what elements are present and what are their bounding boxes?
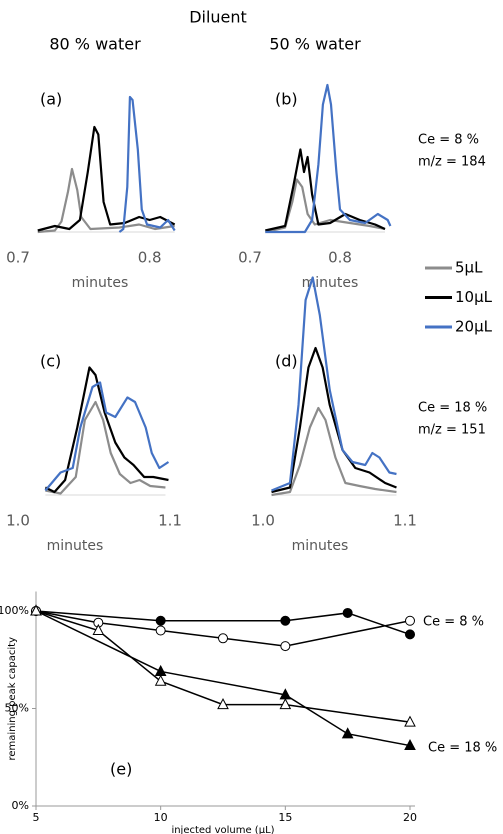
x-axis-label: minutes <box>302 275 359 291</box>
marker <box>154 674 167 686</box>
x-tick-label: 10 <box>154 811 168 824</box>
marker <box>405 629 415 640</box>
x-tick-label: 5 <box>33 811 40 824</box>
annotation: Ce = 18 % <box>428 741 497 756</box>
y-tick-label: 50% <box>5 702 29 715</box>
series-line <box>35 610 411 636</box>
panel-label: (d) <box>275 352 298 371</box>
annotation: Ce = 8 % <box>423 615 484 630</box>
marker <box>280 641 291 652</box>
series-line <box>35 610 411 647</box>
marker <box>30 604 42 616</box>
y-tick-label: 0% <box>12 799 29 812</box>
x-tick-label: 0.7 <box>238 249 262 267</box>
marker <box>217 698 229 710</box>
marker <box>155 625 166 636</box>
panel-label: (a) <box>40 90 62 109</box>
x-tick-label: 1.0 <box>6 512 30 530</box>
row-note: m/z = 184 <box>418 155 486 170</box>
x-axis-label: minutes <box>292 538 349 554</box>
legend-label: 10µL <box>455 288 493 306</box>
x-axis-label: minutes <box>72 275 129 291</box>
x-tick-label: 15 <box>278 811 292 824</box>
figure-title: Diluent <box>189 8 247 27</box>
panel-label: (c) <box>40 352 61 371</box>
x-tick-label: 1.1 <box>158 512 182 530</box>
chromatogram-line <box>37 167 175 234</box>
row-note: m/z = 151 <box>418 423 486 438</box>
x-tick-label: 0.8 <box>138 249 162 267</box>
marker <box>155 615 166 626</box>
series-line <box>35 610 411 747</box>
marker <box>279 698 292 710</box>
column-header: 50 % water <box>269 35 361 54</box>
x-axis-label: injected volume (µL) <box>171 825 274 834</box>
column-header: 80 % water <box>49 35 141 54</box>
chromatogram-line <box>265 178 386 234</box>
x-tick-label: 1.1 <box>393 512 417 530</box>
marker <box>92 623 105 635</box>
panel-label: (b) <box>275 90 298 109</box>
chromatogram-line <box>265 83 392 234</box>
x-tick-label: 0.8 <box>328 249 352 267</box>
row-note: Ce = 18 % <box>418 401 487 416</box>
marker <box>405 615 415 626</box>
marker <box>404 738 416 751</box>
legend-label: 20µL <box>455 318 493 336</box>
marker <box>218 633 228 644</box>
marker <box>342 607 353 618</box>
x-tick-label: 0.7 <box>6 249 30 267</box>
chromatogram-line <box>265 148 386 232</box>
panel-label: (e) <box>110 760 132 779</box>
chromatogram-line <box>271 276 397 492</box>
chromatogram-line <box>271 406 397 497</box>
chromatogram-line <box>271 346 397 494</box>
row-note: Ce = 8 % <box>418 133 479 148</box>
series-line <box>35 610 411 723</box>
marker <box>154 664 167 676</box>
marker <box>280 615 291 626</box>
marker <box>341 727 354 739</box>
y-tick-label: 100% <box>0 604 29 617</box>
marker <box>404 715 416 727</box>
x-axis-label: minutes <box>47 538 104 554</box>
chromatogram-line <box>37 125 176 232</box>
chromatogram-line <box>44 381 170 492</box>
legend-label: 5µL <box>455 259 483 277</box>
y-axis-label: remaining peak capacity <box>7 637 18 761</box>
x-tick-label: 1.0 <box>251 512 275 530</box>
chromatogram-line <box>44 366 169 494</box>
chromatogram-line <box>45 400 166 495</box>
x-tick-label: 20 <box>403 811 417 824</box>
chromatogram-line <box>118 95 176 233</box>
